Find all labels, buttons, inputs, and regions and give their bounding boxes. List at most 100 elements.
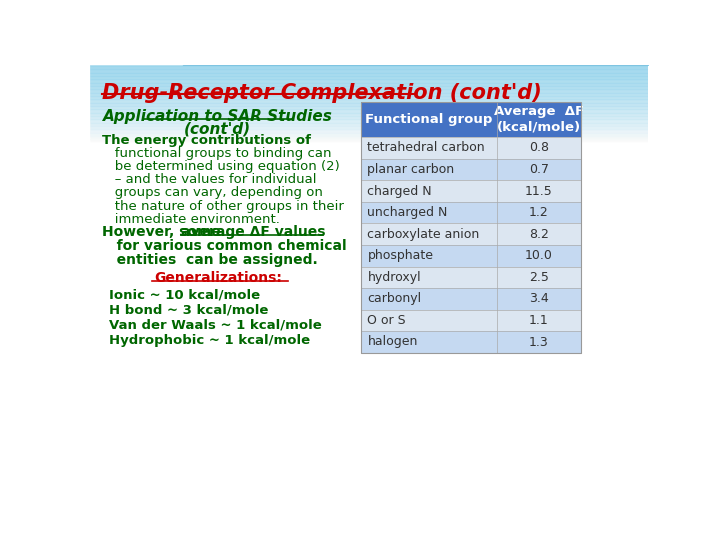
Bar [361,159,497,180]
Text: 3.4: 3.4 [529,292,549,306]
Bar [90,126,648,127]
Text: charged N: charged N [367,185,432,198]
Bar [90,78,648,79]
Bar [90,133,648,134]
Bar [90,92,648,93]
Bar [90,136,648,137]
Bar [497,288,580,309]
Bar [90,75,648,76]
Bar [90,88,648,89]
Bar [90,110,648,111]
Bar [90,117,648,118]
Bar [497,180,580,202]
Text: immediate environment.: immediate environment. [102,213,279,226]
Text: 11.5: 11.5 [525,185,553,198]
Bar [90,106,648,107]
Bar [90,69,648,70]
Bar [90,137,648,138]
Bar [90,129,648,130]
Bar [90,96,648,97]
Bar [361,309,497,331]
Bar [90,116,648,117]
Bar [90,84,648,85]
Text: carbonyl: carbonyl [367,292,422,306]
Bar [90,65,648,66]
Text: 1.2: 1.2 [529,206,549,219]
Text: functional groups to binding can: functional groups to binding can [102,147,331,160]
Bar [361,180,497,202]
Bar [90,141,648,142]
Text: phosphate: phosphate [367,249,433,262]
Text: Ionic ~ 10 kcal/mole: Ionic ~ 10 kcal/mole [109,288,261,301]
Bar [90,119,648,120]
Text: The energy contributions of: The energy contributions of [102,134,310,147]
Bar [90,112,648,113]
Bar [90,102,648,103]
Bar [90,71,648,72]
Bar [90,104,648,105]
Bar [497,309,580,331]
Bar [90,105,648,106]
Bar [90,101,648,102]
Bar [90,95,648,96]
Text: 0.8: 0.8 [528,141,549,154]
Text: hydroxyl: hydroxyl [367,271,421,284]
Bar [361,102,497,137]
Bar [90,68,648,69]
Bar [497,102,580,137]
Bar [90,131,648,132]
Bar [90,111,648,112]
Bar [90,98,648,99]
Bar [497,224,580,245]
Text: Generalizations:: Generalizations: [154,271,282,285]
Text: Hydrophobic ~ 1 kcal/mole: Hydrophobic ~ 1 kcal/mole [109,334,310,347]
Bar [361,102,580,353]
Bar [497,159,580,180]
Text: – and the values for individual: – and the values for individual [102,173,316,186]
Bar [90,114,648,115]
Bar [90,77,648,78]
Text: uncharged N: uncharged N [367,206,448,219]
Bar [90,127,648,128]
Text: for various common chemical: for various common chemical [102,239,346,253]
Text: 1.3: 1.3 [529,335,549,348]
Bar [90,128,648,129]
Bar [90,103,648,104]
Bar [90,99,648,100]
Bar [90,79,648,80]
Bar [90,100,648,101]
Text: Functional group: Functional group [365,113,492,126]
Text: planar carbon: planar carbon [367,163,454,176]
Bar [90,130,648,131]
Text: 1.1: 1.1 [529,314,549,327]
Bar [90,135,648,136]
Bar [90,132,648,133]
Text: 10.0: 10.0 [525,249,553,262]
Bar [90,70,648,71]
Bar [90,107,648,108]
Bar [361,245,497,267]
Text: the nature of other groups in their: the nature of other groups in their [102,200,343,213]
Bar [90,118,648,119]
Bar [90,123,648,124]
Bar [90,67,648,68]
Bar [497,245,580,267]
Text: average ΔF values: average ΔF values [181,225,326,239]
Text: groups can vary, depending on: groups can vary, depending on [102,186,323,199]
Bar [90,125,648,126]
Bar [90,120,648,121]
Bar [90,91,648,92]
Bar [90,122,648,123]
Bar [90,109,648,110]
Bar [90,140,648,141]
Text: 0.7: 0.7 [528,163,549,176]
Bar [361,224,497,245]
Bar [90,82,648,83]
Bar [90,74,648,75]
Text: be determined using equation (2): be determined using equation (2) [102,160,339,173]
Bar [90,85,648,86]
Bar [497,202,580,224]
Bar [497,137,580,159]
Bar [361,331,497,353]
Bar [90,138,648,139]
